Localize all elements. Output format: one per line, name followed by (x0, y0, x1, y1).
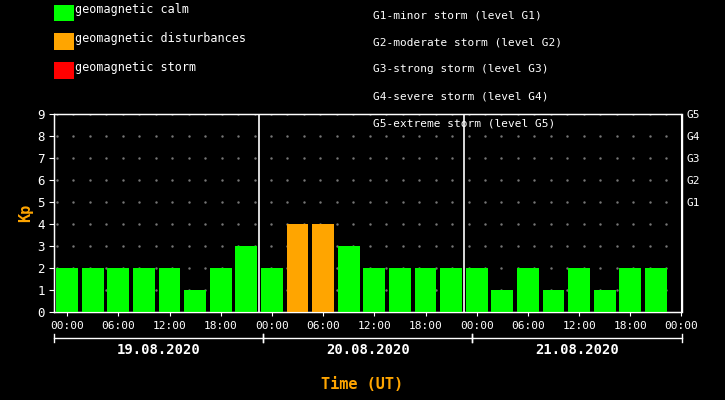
Bar (619, 268, 641, 312)
Bar (236, 246, 257, 312)
Bar (107, 268, 129, 312)
Bar (645, 268, 667, 312)
Text: 19.08.2020: 19.08.2020 (117, 343, 201, 357)
Text: G3-strong storm (level G3): G3-strong storm (level G3) (373, 64, 549, 74)
Bar (440, 268, 462, 312)
Bar (312, 224, 334, 312)
Bar (466, 268, 488, 312)
Bar (261, 268, 283, 312)
Text: G5-extreme storm (level G5): G5-extreme storm (level G5) (373, 119, 555, 129)
Text: 20.08.2020: 20.08.2020 (326, 343, 410, 357)
Bar (159, 268, 181, 312)
Bar (82, 268, 104, 312)
Bar (57, 268, 78, 312)
Bar (517, 268, 539, 312)
Bar (210, 268, 231, 312)
Bar (568, 268, 590, 312)
Text: G1-minor storm (level G1): G1-minor storm (level G1) (373, 10, 542, 20)
Text: Time (UT): Time (UT) (321, 377, 404, 392)
Text: G4-severe storm (level G4): G4-severe storm (level G4) (373, 92, 549, 102)
Bar (363, 268, 385, 312)
Bar (389, 268, 411, 312)
Text: geomagnetic calm: geomagnetic calm (75, 4, 189, 16)
Bar (542, 290, 564, 312)
Y-axis label: Kp: Kp (18, 204, 33, 222)
Text: G2-moderate storm (level G2): G2-moderate storm (level G2) (373, 37, 563, 47)
Bar (184, 290, 206, 312)
Bar (415, 268, 436, 312)
Text: geomagnetic storm: geomagnetic storm (75, 61, 196, 74)
Bar (133, 268, 155, 312)
Text: 21.08.2020: 21.08.2020 (535, 343, 619, 357)
Bar (286, 224, 308, 312)
Bar (594, 290, 616, 312)
Bar (338, 246, 360, 312)
Bar (492, 290, 513, 312)
Text: geomagnetic disturbances: geomagnetic disturbances (75, 32, 246, 45)
